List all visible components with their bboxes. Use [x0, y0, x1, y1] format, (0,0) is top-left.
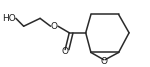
- Text: O: O: [61, 47, 68, 56]
- Text: HO: HO: [2, 14, 16, 23]
- Text: O: O: [51, 22, 58, 31]
- Text: O: O: [101, 57, 108, 66]
